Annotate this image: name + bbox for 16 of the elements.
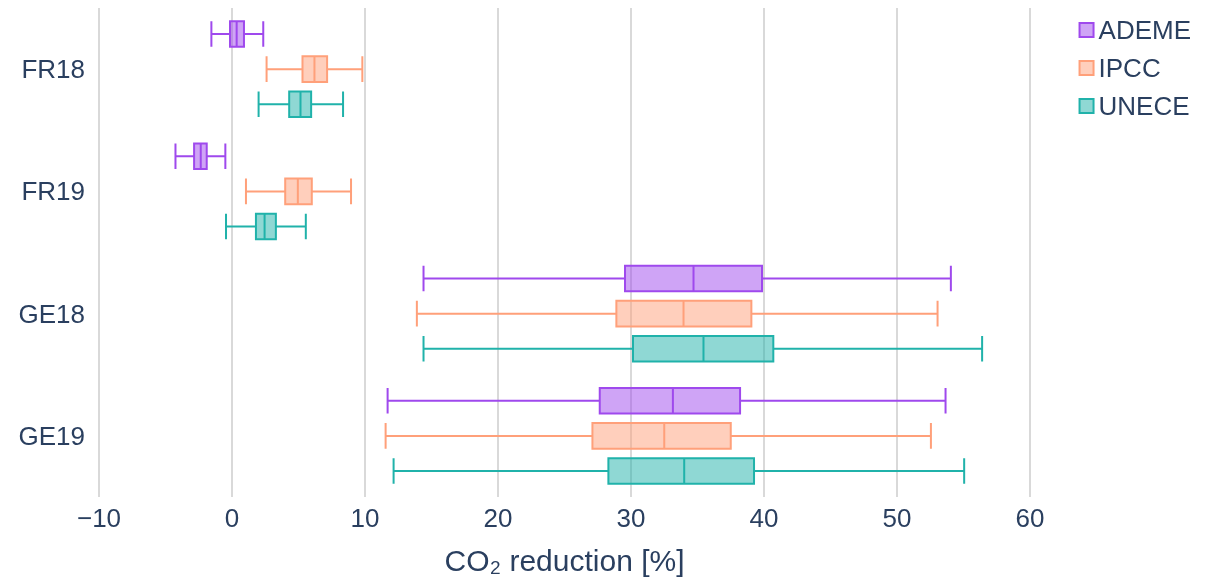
x-tick-label: −10	[76, 503, 122, 533]
legend-label: ADEME	[1098, 15, 1192, 45]
y-tick-label: GE18	[18, 298, 85, 329]
x-tick-label: 50	[882, 503, 912, 533]
x-tick-label: 10	[350, 503, 380, 533]
y-tick-label: FR19	[21, 176, 85, 207]
x-tick-label: 60	[1015, 503, 1045, 533]
x-tick-label: 40	[749, 503, 779, 533]
legend-label: IPCC	[1098, 53, 1161, 83]
y-tick-label: GE19	[18, 420, 85, 451]
legend-label: UNECE	[1098, 91, 1190, 121]
x-axis-title: CO₂ reduction [%]	[444, 543, 685, 577]
x-tick-label: 30	[616, 503, 646, 533]
x-tick-label: 0	[224, 503, 240, 533]
x-tick-label: 20	[483, 503, 513, 533]
y-tick-label: FR18	[21, 54, 85, 85]
